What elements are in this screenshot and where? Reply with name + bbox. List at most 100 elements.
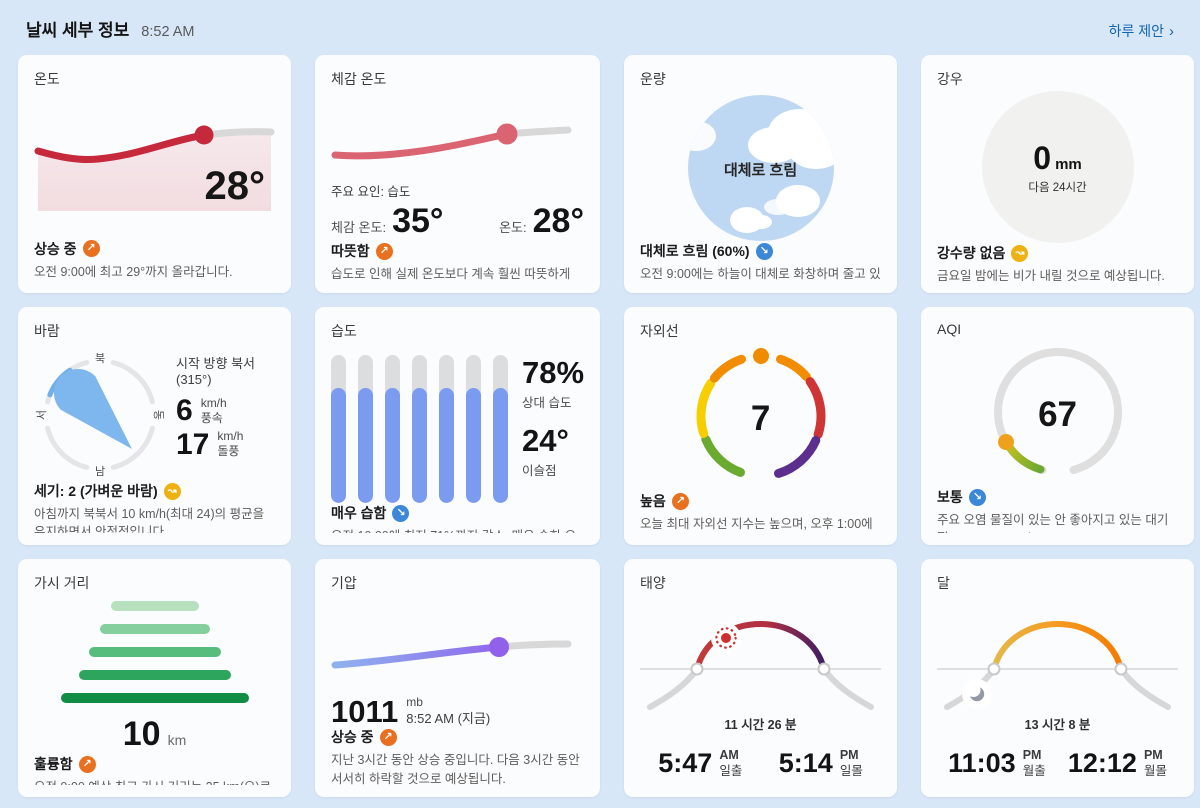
humidity-content: 78% 상대 습도 24° 이슬점 <box>331 355 584 503</box>
trend-up-icon: ↗ <box>671 492 689 510</box>
humidity-card[interactable]: 습도 78% 상대 습도 24° 이슬점 <box>315 307 601 545</box>
feels-like-card[interactable]: 체감 온도 주요 요인: 습도 체감 온도: 35° 온도: 28° <box>315 55 601 293</box>
moon-path-chart <box>937 621 1179 710</box>
moonrise-marker <box>987 662 1001 676</box>
wind-card[interactable]: 바람 북 남 동 서 시작 방향 북서(315°) 6 <box>18 307 291 545</box>
card-title: 온도 <box>34 71 60 87</box>
uv-value: 7 <box>750 399 771 438</box>
uv-index-card[interactable]: 자외선 7 높음 ↗ 오늘 최대 자외선 지수는 높으며, 오후 1:00에 최… <box>624 307 898 545</box>
card-description: 오전 10:00에 최저 71%까지 감소. 매우 습한 오후가 예상됩니다. <box>331 527 584 533</box>
wind-gust-unit: km/h <box>217 429 244 444</box>
card-description: 지난 3시간 동안 상승 중입니다. 다음 3시간 동안 서서히 하락할 것으로… <box>331 753 580 785</box>
card-description: 오늘 최대 자외선 지수는 높으며, 오후 1:00에 최대 지수를 기록할 것… <box>640 517 873 531</box>
wind-speed-unit: km/h <box>200 395 227 410</box>
feels-like-chart <box>331 105 584 167</box>
pressure-line-chart <box>331 637 572 669</box>
wind-speed-label: 풍속 <box>200 410 223 425</box>
sunset-time: 5:14 PM 일몰 <box>779 747 863 780</box>
status-row: 보통 ↘ <box>937 487 1178 507</box>
trend-down-icon: ↘ <box>755 242 773 260</box>
rain-amount-circle: 0 mm 다음 24시간 <box>981 91 1134 243</box>
card-title: 가시 거리 <box>34 575 90 591</box>
trend-up-icon: ↗ <box>379 728 397 746</box>
humidity-bars-chart <box>331 355 508 503</box>
visibility-unit: km <box>167 732 187 748</box>
trend-up-icon: ↗ <box>78 755 96 773</box>
trend-steady-icon: ↝ <box>163 482 181 500</box>
card-title: 강우 <box>937 71 963 87</box>
sun-card[interactable]: 태양 <box>624 559 898 797</box>
status-text: 대체로 흐림 (60%) <box>640 243 750 259</box>
aqi-card[interactable]: AQI 67 보통 ↘ 주 <box>921 307 1195 545</box>
dew-point-value: 24° <box>522 423 569 458</box>
chevron-right-icon: › <box>1169 22 1174 40</box>
card-description: 습도로 인해 실제 온도보다 계속 훨씬 따뜻하게 느껴집니다. <box>331 267 571 281</box>
day-suggestion-link[interactable]: 하루 제안 › <box>1109 21 1174 41</box>
moon-icon <box>962 679 993 709</box>
status-row: 세기: 2 (가벼운 바람) ↝ <box>34 481 275 501</box>
wind-compass-icon: 북 남 동 서 <box>35 352 164 478</box>
actual-temp-label: 온도: <box>499 220 527 235</box>
feels-like-label: 체감 온도: <box>331 220 387 235</box>
pressure-value-row: 1011 mb 8:52 AM (지금) <box>331 695 584 727</box>
card-description: 오전 9:00에 최고 29°까지 올라갑니다. <box>34 264 233 279</box>
uv-gauge-wrap: 7 <box>640 341 881 491</box>
visibility-card[interactable]: 가시 거리 10 km 훌륭함 ↗ 오전 9:00 예상 최고 가시 거리는 2… <box>18 559 291 797</box>
moonset-value: 12:12 <box>1067 747 1137 778</box>
pressure-card[interactable]: 기압 1011 mb 8: <box>315 559 601 797</box>
card-title: 습도 <box>331 323 357 339</box>
feels-like-line-chart <box>331 123 572 160</box>
moon-card[interactable]: 달 <box>921 559 1195 797</box>
status-text: 강수량 없음 <box>937 245 1006 261</box>
sunrise-ampm: AM <box>719 748 739 762</box>
status-row: 훌륭함 ↗ <box>34 754 275 774</box>
trend-up-icon: ↗ <box>375 242 393 260</box>
sunset-label: 일몰 <box>839 764 863 779</box>
compass-east-label: 동 <box>152 410 164 420</box>
temperature-line-chart <box>34 125 275 211</box>
temperature-value: 28° <box>204 164 266 208</box>
sunrise-time: 5:47 AM 일출 <box>658 747 742 780</box>
header-time: 8:52 AM <box>141 24 195 40</box>
precipitation-card[interactable]: 강우 0 mm 다음 24시간 강수량 없음 ↝ 금요일 밤에는 비가 내릴 것… <box>921 55 1195 293</box>
card-description: 오전 9:00에는 하늘이 대체로 화창하며 줄고 있습니다. <box>640 267 881 281</box>
uv-gauge <box>696 348 826 478</box>
feels-values: 체감 온도: 35° 온도: 28° <box>331 202 584 241</box>
temperature-card[interactable]: 온도 28° 상승 중 ↗ <box>18 55 291 293</box>
sunset-ampm: PM <box>839 748 859 762</box>
moonset-time: 12:12 PM 월몰 <box>1068 747 1167 780</box>
wind-start-direction: 시작 방향 북서(315°) <box>176 356 255 387</box>
relative-humidity-value: 78% <box>522 355 585 390</box>
status-row: 상승 중 ↗ <box>34 239 275 259</box>
cloud-center-label: 대체로 흐림 <box>723 162 798 179</box>
wind-gust: 17 km/h 돌풍 <box>176 428 275 461</box>
sun-arc-chart <box>640 595 882 728</box>
trend-steady-icon: ↝ <box>1011 244 1029 262</box>
pressure-chart <box>331 619 584 675</box>
status-text: 보통 <box>937 489 963 505</box>
status-text: 훌륭함 <box>34 756 73 772</box>
status-row: 매우 습함 ↘ <box>331 503 584 523</box>
daylight-duration: 11 시간 26 분 <box>724 718 797 732</box>
compass-north-label: 북 <box>95 352 105 365</box>
sunrise-marker <box>690 662 704 676</box>
actual-temp-value: 28° <box>532 202 585 240</box>
rain-value: 0 <box>1033 139 1052 176</box>
moonrise-ampm: PM <box>1022 748 1042 762</box>
status-text: 상승 중 <box>331 729 374 746</box>
moonset-label: 월몰 <box>1143 764 1167 779</box>
card-title: 태양 <box>640 575 666 591</box>
visibility-bars-chart <box>34 601 275 703</box>
status-text: 상승 중 <box>34 240 77 257</box>
card-title: 자외선 <box>640 323 679 339</box>
compass-south-label: 남 <box>95 465 105 478</box>
moonrise-value: 11:03 <box>948 747 1016 778</box>
sunset-marker <box>817 662 831 676</box>
rain-unit: mm <box>1055 155 1082 173</box>
cloud-cover-card[interactable]: 운량 대체로 흐림 대체로 흐림 (60%) ↘ 오전 9:00에는 하늘이 대… <box>624 55 898 293</box>
moonrise-label: 월출 <box>1022 764 1046 779</box>
sunrise-value: 5:47 <box>658 747 713 778</box>
trend-down-icon: ↘ <box>968 488 986 506</box>
card-description: 아침까지 북북서 10 km/h(최대 24)의 평균을 유지하면서 안정적입니… <box>34 507 265 533</box>
